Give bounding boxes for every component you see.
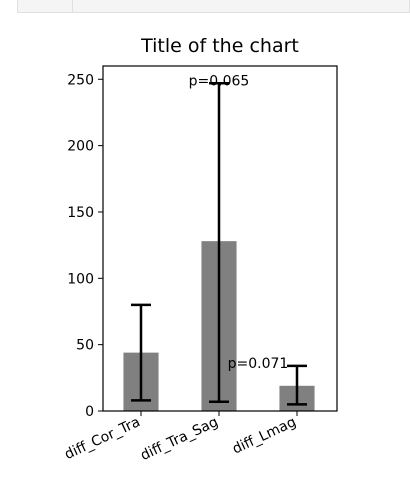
y-tick-label-0: 0 <box>85 404 94 420</box>
error-bars-layer <box>131 82 307 406</box>
y-axis: 0 50 100 150 200 250 <box>67 72 103 420</box>
y-tick-label-150: 150 <box>67 205 94 221</box>
y-tick-label-50: 50 <box>76 338 94 354</box>
p-value-annotation-1: p=0.071 <box>228 356 289 372</box>
x-tick-label-diff_Cor_Tra: diff_Cor_Tra <box>62 414 142 463</box>
p-value-annotation-0: p=0.065 <box>189 73 250 89</box>
y-tick-label-100: 100 <box>67 271 94 287</box>
cell-prompt-gutter <box>18 0 73 12</box>
plot-frame <box>102 65 338 412</box>
y-tick-label-250: 250 <box>67 72 94 88</box>
chart-title: Title of the chart <box>140 35 299 57</box>
x-tick-label-diff_Lmag: diff_Lmag <box>230 414 299 457</box>
x-tick-label-diff_Tra_Sag: diff_Tra_Sag <box>138 414 221 464</box>
y-tick-label-200: 200 <box>67 139 94 155</box>
annotations-layer: p=0.065 p=0.071 <box>189 73 289 372</box>
